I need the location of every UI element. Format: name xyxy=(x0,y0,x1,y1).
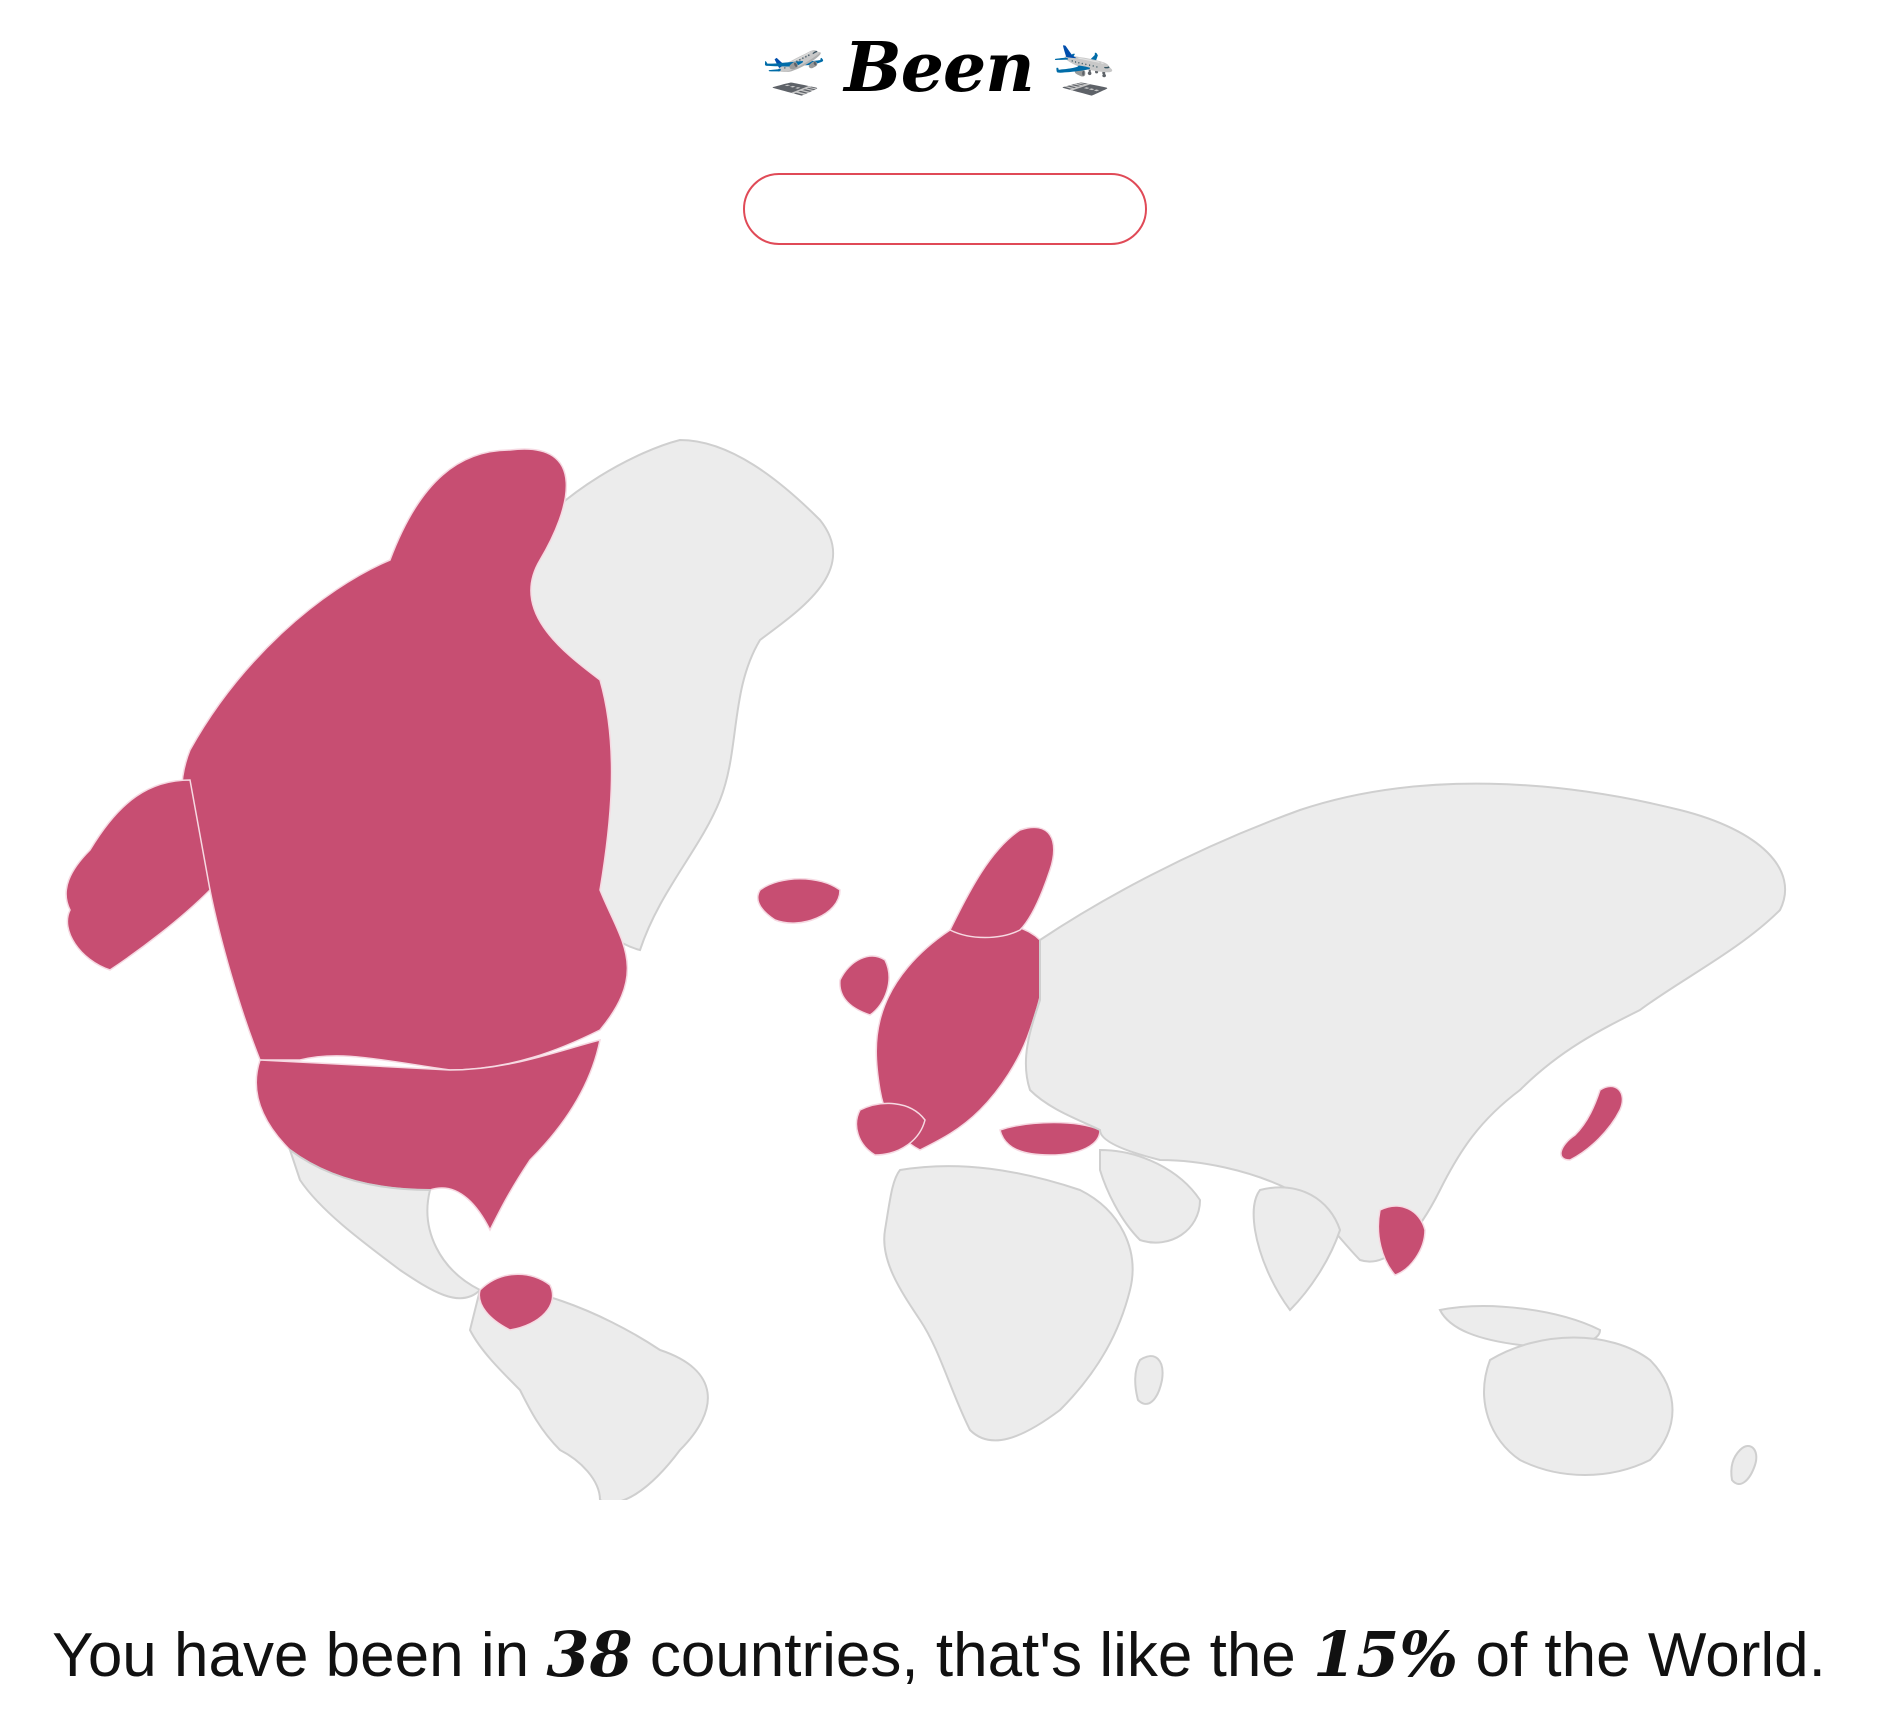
region-russia-asia[interactable] xyxy=(1024,782,1786,1263)
airplane-arrival-icon: 🛬 xyxy=(1051,38,1117,98)
visited-count: 38 xyxy=(546,1618,633,1691)
summary-middle: countries, that's like the xyxy=(649,1621,1296,1690)
visited-summary: You have been in 38 countries, that's li… xyxy=(0,1618,1878,1691)
country-new-zealand[interactable] xyxy=(1730,1445,1758,1485)
country-spain[interactable] xyxy=(855,1102,926,1156)
country-united-kingdom[interactable] xyxy=(839,955,890,1016)
country-india[interactable] xyxy=(1252,1186,1342,1312)
world-map[interactable] xyxy=(40,330,1838,1500)
country-search-input[interactable] xyxy=(743,173,1147,245)
airplane-departure-icon: 🛫 xyxy=(761,38,827,98)
visited-percent: 15% xyxy=(1313,1618,1459,1691)
country-thailand[interactable] xyxy=(1377,1205,1426,1276)
summary-prefix: You have been in xyxy=(52,1621,530,1690)
continent-south-america[interactable] xyxy=(468,1287,709,1500)
country-colombia[interactable] xyxy=(478,1273,554,1331)
region-scandinavia[interactable] xyxy=(948,826,1055,939)
country-iceland[interactable] xyxy=(756,878,841,924)
country-madagascar[interactable] xyxy=(1134,1355,1164,1405)
country-australia[interactable] xyxy=(1483,1336,1674,1476)
country-japan[interactable] xyxy=(1560,1085,1624,1161)
country-canada[interactable] xyxy=(180,448,629,1071)
region-middle-east[interactable] xyxy=(1099,1148,1202,1244)
app-title: Been xyxy=(844,28,1034,108)
continent-africa[interactable] xyxy=(883,1165,1134,1442)
country-turkey[interactable] xyxy=(999,1121,1101,1156)
header: 🛫 Been 🛬 xyxy=(0,28,1878,108)
country-usa-alaska[interactable] xyxy=(65,779,211,971)
summary-suffix: of the World. xyxy=(1475,1621,1826,1690)
